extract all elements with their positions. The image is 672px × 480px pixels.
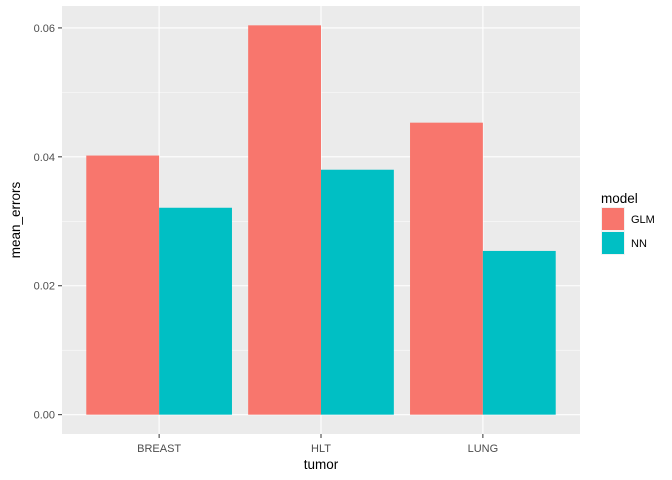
x-axis-title: tumor (304, 457, 339, 472)
bar-glm-hlt (248, 25, 321, 415)
x-tick-label-breast: BREAST (137, 443, 181, 455)
legend-label-nn: NN (631, 238, 647, 250)
x-tick-label-hlt: HLT (311, 443, 331, 455)
legend-label-glm: GLM (631, 214, 655, 226)
legend: model GLM NN (601, 191, 655, 255)
x-axis-ticks: BREAST HLT LUNG (137, 434, 498, 455)
y-tick-label: 0.02 (34, 281, 55, 293)
y-tick-label: 0.04 (34, 152, 55, 164)
bar-glm-lung (410, 122, 483, 415)
bars (86, 25, 556, 415)
y-axis-title: mean_errors (8, 181, 23, 258)
y-tick-label: 0.00 (34, 410, 55, 422)
bar-nn-lung (482, 250, 556, 415)
legend-title: model (601, 191, 638, 206)
y-tick-label: 0.06 (34, 23, 55, 35)
y-axis-ticks: 0.00 0.02 0.04 0.06 (34, 23, 62, 422)
bar-nn-breast (159, 207, 232, 415)
x-tick-label-lung: LUNG (468, 443, 499, 455)
legend-key-nn (602, 232, 624, 254)
bar-glm-breast (86, 155, 160, 415)
bar-nn-hlt (321, 169, 394, 415)
legend-key-glm (602, 208, 624, 230)
